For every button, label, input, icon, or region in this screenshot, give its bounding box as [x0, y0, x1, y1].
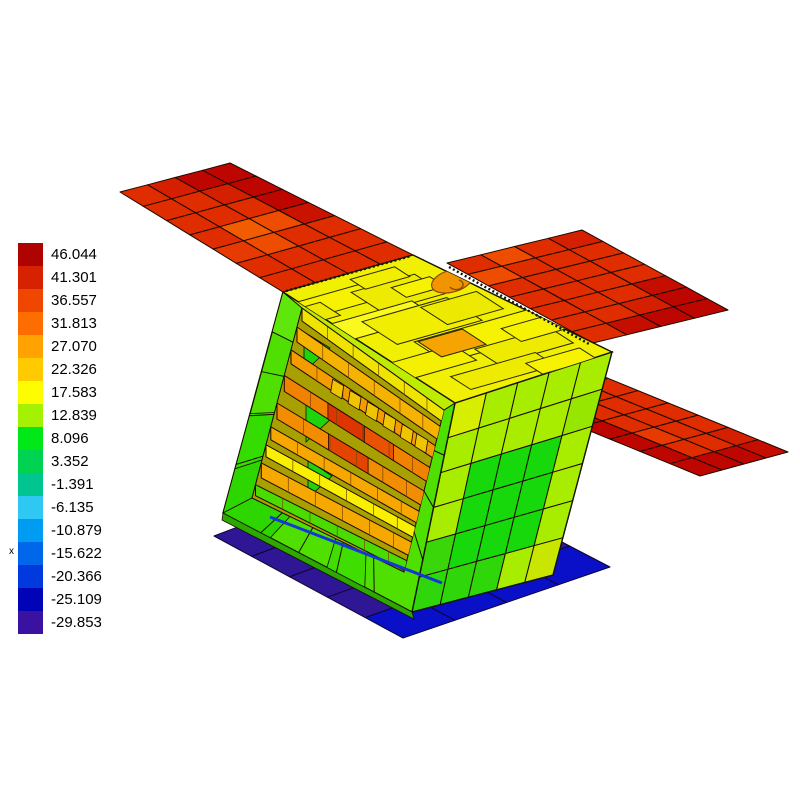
frame-bottom-line: [335, 542, 344, 573]
legend-tick-label: -15.622: [51, 545, 102, 562]
top-face-patch: [416, 328, 488, 358]
legend-tick-label: 22.326: [51, 361, 97, 378]
legend-color-band: [18, 243, 43, 266]
electronics-card: [347, 389, 362, 411]
upper-right-solar-wing: [446, 229, 729, 344]
electronics-card: [382, 412, 397, 434]
legend-row: 31.813: [18, 312, 102, 335]
legend-row: -29.853: [18, 611, 102, 634]
legend-tick-label: -20.366: [51, 568, 102, 585]
legend-row: 17.583: [18, 381, 102, 404]
legend-color-band: [18, 266, 43, 289]
legend-color-band: [18, 611, 43, 634]
legend-row: 12.839: [18, 404, 102, 427]
legend-tick-label: 17.583: [51, 384, 97, 401]
top-face-patches: [283, 266, 598, 391]
frame-bottom-sliver: [221, 512, 415, 620]
legend-color-band: [18, 289, 43, 312]
temperature-legend: 46.044 41.301 36.557 31.813 27.070 22.326 17.5…: [18, 243, 102, 634]
electronics-card: [330, 378, 345, 400]
legend-row: -25.109: [18, 588, 102, 611]
legend-color-band: [18, 335, 43, 358]
antenna-hook: [449, 279, 464, 291]
legend-tick-label: -1.391: [51, 476, 94, 493]
legend-tick-label: 46.044: [51, 246, 97, 263]
frame-left-rung: [249, 413, 275, 417]
legend-row: 36.557: [18, 289, 102, 312]
legend-row: 46.044: [18, 243, 102, 266]
electronics-card: [399, 423, 414, 445]
legend-row: -6.135: [18, 496, 102, 519]
legend-color-band: [18, 404, 43, 427]
legend-tick-label: -25.109: [51, 591, 102, 608]
legend-tick-label: 36.557: [51, 292, 97, 309]
frame-bottom-line: [260, 512, 283, 534]
legend-color-band: [18, 358, 43, 381]
top-face-patch: [349, 266, 411, 290]
legend-row: 8.096: [18, 427, 102, 450]
base-plane-cell: [364, 599, 456, 639]
top-face-patch: [419, 290, 505, 326]
frame-right-rung: [433, 450, 445, 456]
legend-color-band: [18, 565, 43, 588]
legend-tick-label: 8.096: [51, 430, 89, 447]
legend-row: -10.879: [18, 519, 102, 542]
legend-color-band: [18, 427, 43, 450]
legend-color-band: [18, 381, 43, 404]
legend-row: -1.391: [18, 473, 102, 496]
blue-rod: [269, 515, 443, 585]
legend-row: 22.326: [18, 358, 102, 381]
legend-row: -20.366: [18, 565, 102, 588]
shelf-stack: [255, 308, 444, 572]
legend-color-band: [18, 473, 43, 496]
legend-color-band: [18, 450, 43, 473]
legend-row: 27.070: [18, 335, 102, 358]
frame-left-rung: [271, 331, 294, 343]
body-top-face: [281, 254, 614, 404]
legend-color-band: [18, 542, 43, 565]
legend-tick-label: 3.352: [51, 453, 89, 470]
shelf-hot-spot: [327, 433, 369, 475]
legend-row: -15.622: [18, 542, 102, 565]
legend-color-band: [18, 496, 43, 519]
legend-tick-label: 12.839: [51, 407, 97, 424]
legend-row: 3.352: [18, 450, 102, 473]
legend-tick-label: -6.135: [51, 499, 94, 516]
legend-tick-label: 31.813: [51, 315, 97, 332]
legend-tick-label: -29.853: [51, 614, 102, 631]
electronics-card: [365, 401, 379, 422]
frame-right-rung: [423, 490, 434, 508]
legend-color-band: [18, 519, 43, 542]
legend-color-band: [18, 312, 43, 335]
legend-tick-label: -10.879: [51, 522, 102, 539]
legend-row: 41.301: [18, 266, 102, 289]
shelf-hot-spot: [363, 425, 394, 462]
frame-left-rung: [236, 455, 264, 465]
body-right-face: [411, 350, 614, 613]
frame-left-rung: [261, 371, 285, 377]
body-front-face: [221, 290, 456, 620]
electronics-card: [414, 432, 429, 454]
wing-attachment-hatch: [285, 254, 412, 293]
left-solar-wing: [119, 162, 414, 293]
frame-right-rung: [413, 531, 424, 560]
legend-tick-label: 41.301: [51, 269, 97, 286]
lower-right-solar-wing-cell: [669, 457, 723, 477]
legend-tick-label: 27.070: [51, 338, 97, 355]
legend-color-band: [18, 588, 43, 611]
frame-bottom-line: [373, 557, 375, 593]
axis-x-label: x: [9, 546, 14, 557]
